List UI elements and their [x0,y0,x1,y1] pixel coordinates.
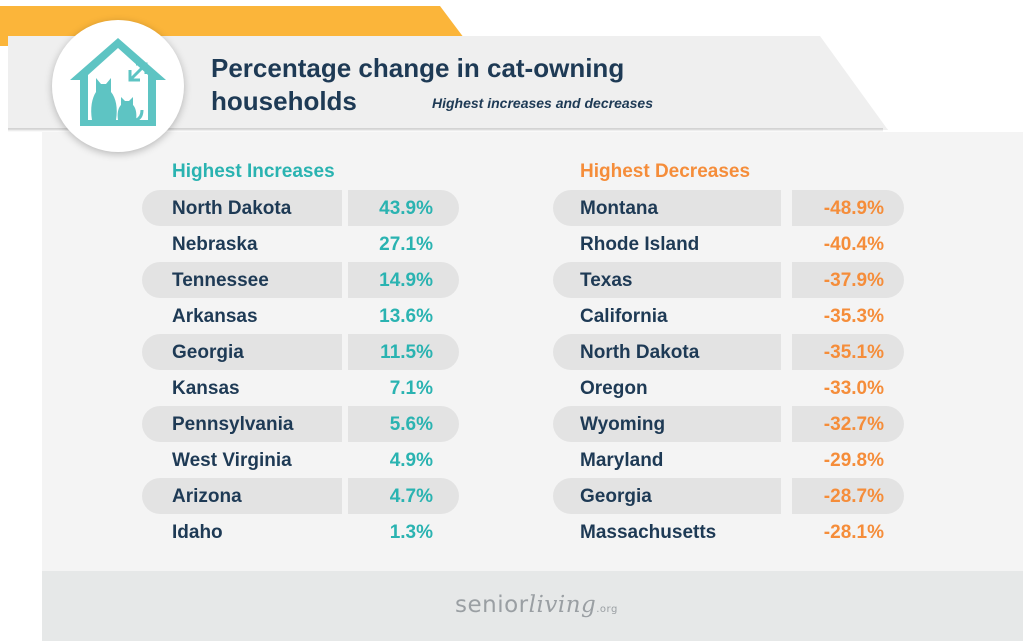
decrease-row: California -35.3% [553,298,913,334]
row-value-pill [348,334,459,370]
brand-part-1: senior [455,592,529,618]
footer-band [42,571,1023,641]
percent-change: -33.0% [823,378,884,399]
row-value-pill [348,478,459,514]
increase-row: Nebraska 27.1% [142,226,462,262]
row-name-pill [142,334,342,370]
percent-change: -40.4% [823,234,884,255]
page-subtitle: Highest increases and decreases [432,95,654,111]
percent-change: 4.9% [389,450,433,471]
decrease-row: Georgia -28.7% [553,478,913,514]
state-name: Rhode Island [580,234,700,255]
logo-badge [52,20,184,152]
percent-change: 14.9% [379,270,433,291]
state-name: Georgia [580,486,652,507]
row-name-pill [553,334,781,370]
state-name: West Virginia [172,450,292,471]
row-name-pill [553,262,781,298]
state-name: Georgia [172,342,244,363]
state-name: Massachusetts [580,522,717,543]
increase-row: Georgia 11.5% [142,334,462,370]
percent-change: 27.1% [379,234,433,255]
percent-change: 13.6% [379,306,433,327]
row-value-pill [792,190,904,226]
percent-change: -48.9% [823,198,884,219]
increase-row: North Dakota 43.9% [142,190,462,226]
state-name: Idaho [172,522,223,543]
row-value-pill [792,478,904,514]
state-name: Nebraska [172,234,258,255]
percent-change: -28.1% [823,522,884,543]
increases-list: North Dakota 43.9% Nebraska 27.1% Tennes… [142,190,462,550]
percent-change: 7.1% [389,378,433,399]
row-value-pill [348,190,459,226]
percent-change: -35.3% [823,306,884,327]
increases-heading: Highest Increases [172,161,335,182]
state-name: Kansas [172,378,240,399]
decrease-row: Montana -48.9% [553,190,913,226]
decreases-list: Montana -48.9% Rhode Island -40.4% Texas… [553,190,913,550]
title-line-2: households [211,86,357,116]
increase-row: Tennessee 14.9% [142,262,462,298]
percent-change: 5.6% [389,414,433,435]
increase-row: Pennsylvania 5.6% [142,406,462,442]
row-name-pill [142,190,342,226]
state-name: Pennsylvania [172,414,294,435]
header-shadow [8,128,883,132]
decrease-row: Rhode Island -40.4% [553,226,913,262]
row-name-pill [553,190,781,226]
row-value-pill [792,334,904,370]
row-name-pill [553,478,781,514]
row-value-pill [348,406,459,442]
percent-change: 1.3% [389,522,433,543]
decrease-row: Oregon -33.0% [553,370,913,406]
increase-row: Idaho 1.3% [142,514,462,550]
decrease-row: Texas -37.9% [553,262,913,298]
increase-row: West Virginia 4.9% [142,442,462,478]
percent-change: -37.9% [823,270,884,291]
brand-logo: seniorliving.org [455,592,618,618]
increase-row: Kansas 7.1% [142,370,462,406]
increase-row: Arkansas 13.6% [142,298,462,334]
decrease-row: Massachusetts -28.1% [553,514,913,550]
percent-change: -35.1% [823,342,884,363]
percent-change: -32.7% [823,414,884,435]
state-name: Wyoming [580,414,666,435]
row-value-pill [792,406,904,442]
row-name-pill [142,262,342,298]
state-name: Maryland [580,450,664,471]
decrease-row: North Dakota -35.1% [553,334,913,370]
state-name: Arizona [172,486,242,507]
state-name: Tennessee [172,270,269,291]
percent-change: -29.8% [823,450,884,471]
increase-row: Arizona 4.7% [142,478,462,514]
percent-change: 11.5% [380,342,433,363]
row-name-pill [142,478,342,514]
row-name-pill [142,406,342,442]
page-title: Percentage change in cat-owning househol… [211,52,624,118]
row-value-pill [348,262,459,298]
percent-change: 43.9% [379,198,433,219]
brand-tld: .org [596,604,618,615]
state-name: Oregon [580,378,648,399]
house-with-cats-icon [70,38,166,126]
percent-change: -28.7% [823,486,884,507]
decreases-heading: Highest Decreases [580,161,751,182]
state-name: North Dakota [580,342,700,363]
state-name: Montana [580,198,659,219]
brand-part-2: living [528,592,597,618]
decrease-row: Wyoming -32.7% [553,406,913,442]
state-name: California [580,306,668,327]
state-name: Arkansas [172,306,258,327]
row-value-pill [792,262,904,298]
decrease-row: Maryland -29.8% [553,442,913,478]
row-name-pill [553,406,781,442]
percent-change: 4.7% [389,486,433,507]
state-name: North Dakota [172,198,292,219]
title-line-1: Percentage change in cat-owning [211,53,625,83]
state-name: Texas [580,270,633,291]
